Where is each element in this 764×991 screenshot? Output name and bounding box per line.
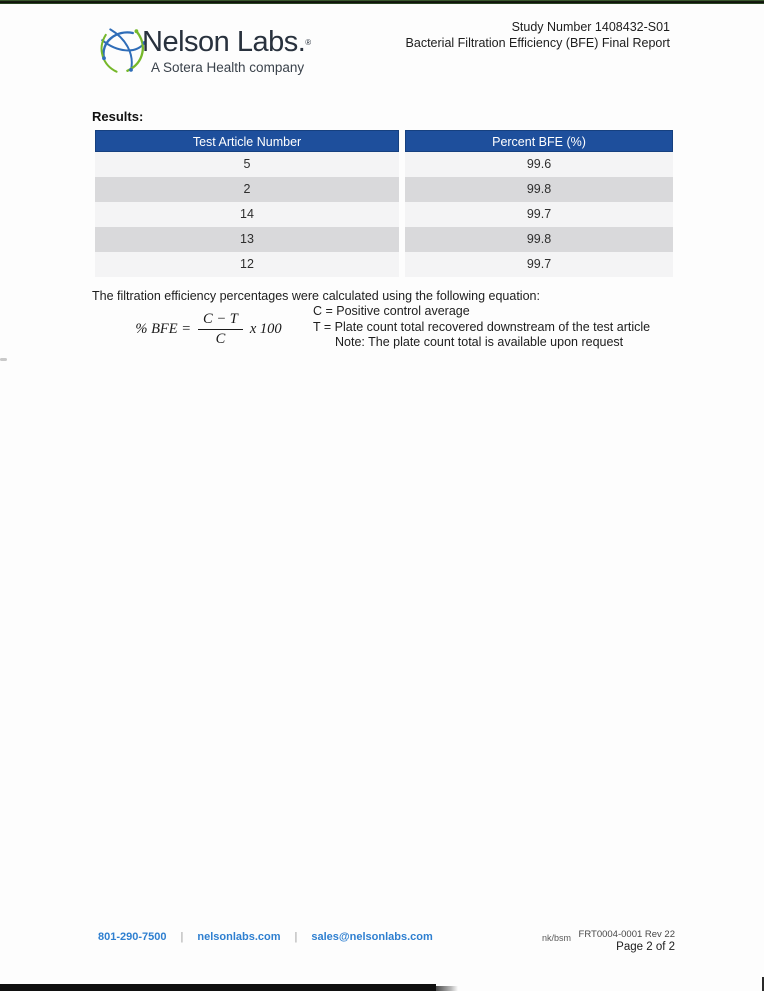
footer-website-link[interactable]: nelsonlabs.com	[197, 931, 281, 943]
footer-separator: |	[180, 931, 184, 943]
column-header-test-article: Test Article Number	[95, 130, 399, 152]
nelson-labs-globe-icon	[100, 28, 147, 73]
form-number: FRT0004-0001 Rev 22	[578, 929, 675, 940]
footer-contact-links: 801-290-7500 | nelsonlabs.com | sales@ne…	[98, 931, 433, 943]
table-header-row: Test Article Number Percent BFE (%)	[95, 130, 673, 152]
report-title: Bacterial Filtration Efficiency (BFE) Fi…	[405, 36, 670, 50]
bfe-formula: % BFE = C − T C x 100	[92, 304, 313, 351]
scan-artifact-right	[762, 977, 764, 991]
page-number: Page 2 of 2	[616, 941, 675, 953]
technician-initials: nk/bsm	[542, 933, 572, 943]
definition-note: Note: The plate count total is available…	[335, 335, 624, 349]
table-row: 2 99.8	[95, 177, 673, 202]
table-row: 12 99.7	[95, 252, 673, 277]
formula-definitions: C = Positive control average T = Plate c…	[313, 304, 650, 351]
percent-bfe-cell: 99.7	[405, 252, 673, 277]
registered-mark: ®	[305, 38, 311, 47]
formula-lhs: % BFE =	[135, 320, 192, 337]
formula-denominator: C	[215, 330, 226, 347]
footer-phone-link[interactable]: 801-290-7500	[98, 931, 167, 943]
percent-bfe-cell: 99.6	[405, 152, 673, 177]
results-label: Results:	[92, 109, 144, 124]
test-article-number-cell: 5	[95, 152, 399, 177]
footer-document-info: FRT0004-0001 Rev 22 Page 2 of 2	[579, 929, 675, 953]
test-article-number-cell: 14	[95, 202, 399, 227]
logo-wordmark: Nelson Labs.®	[142, 26, 311, 58]
definition-t: T = Plate count total recovered downstre…	[313, 319, 651, 334]
table-row: 13 99.8	[95, 227, 673, 252]
table-row: 14 99.7	[95, 202, 673, 227]
formula-numerator: C − T	[198, 311, 243, 330]
scan-artifact-top	[0, 0, 764, 4]
formula-multiplier: x 100	[249, 320, 282, 337]
definition-c: C = Positive control average	[313, 304, 470, 318]
equation-intro: The filtration efficiency percentages we…	[92, 289, 540, 303]
percent-bfe-cell: 99.8	[405, 227, 673, 252]
test-article-number-cell: 13	[95, 227, 399, 252]
equation-section: The filtration efficiency percentages we…	[92, 289, 682, 351]
table-row: 5 99.6	[95, 152, 673, 177]
page-footer: 801-290-7500 | nelsonlabs.com | sales@ne…	[92, 929, 675, 961]
column-header-percent-bfe: Percent BFE (%)	[405, 130, 673, 152]
footer-email-link[interactable]: sales@nelsonlabs.com	[311, 931, 433, 943]
nelson-labs-logo: Nelson Labs.® A Sotera Health company	[142, 26, 311, 76]
logo-tagline: A Sotera Health company	[151, 60, 305, 75]
scan-artifact-bottom	[0, 984, 458, 991]
percent-bfe-cell: 99.7	[405, 202, 673, 227]
report-header-right: Study Number 1408432-S01 Bacterial Filtr…	[406, 19, 670, 51]
percent-bfe-cell: 99.8	[405, 177, 673, 202]
formula-fraction: C − T C	[198, 311, 243, 348]
results-table: Test Article Number Percent BFE (%) 5 99.…	[95, 130, 673, 277]
test-article-number-cell: 2	[95, 177, 399, 202]
test-article-number-cell: 12	[95, 252, 399, 277]
study-number: Study Number 1408432-S01	[511, 20, 670, 34]
table-body: 5 99.6 2 99.8 14 99.7 13 99.8 12 99.7	[95, 152, 673, 277]
footer-separator: |	[294, 931, 298, 943]
scan-artifact-smudge	[0, 358, 7, 361]
